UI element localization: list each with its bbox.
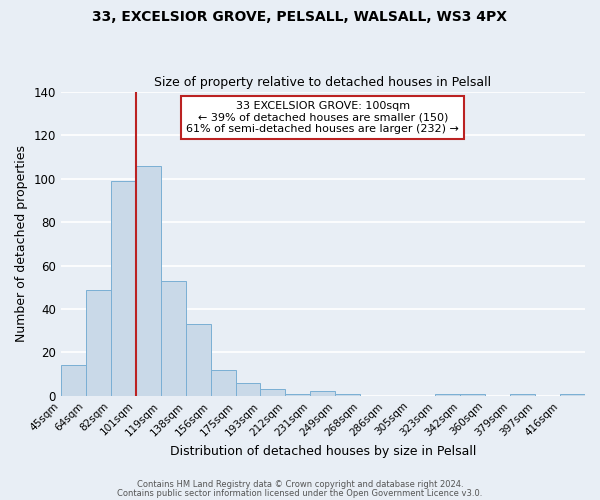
- Bar: [435, 394, 460, 396]
- Bar: [236, 383, 260, 396]
- Bar: [310, 392, 335, 396]
- Bar: [510, 394, 535, 396]
- Bar: [335, 394, 361, 396]
- Title: Size of property relative to detached houses in Pelsall: Size of property relative to detached ho…: [154, 76, 491, 90]
- Text: 33 EXCELSIOR GROVE: 100sqm
← 39% of detached houses are smaller (150)
61% of sem: 33 EXCELSIOR GROVE: 100sqm ← 39% of deta…: [187, 101, 460, 134]
- Bar: [61, 366, 86, 396]
- Bar: [185, 324, 211, 396]
- Bar: [86, 290, 111, 396]
- Bar: [460, 394, 485, 396]
- Bar: [111, 181, 136, 396]
- X-axis label: Distribution of detached houses by size in Pelsall: Distribution of detached houses by size …: [170, 444, 476, 458]
- Bar: [161, 281, 185, 396]
- Bar: [560, 394, 585, 396]
- Bar: [136, 166, 161, 396]
- Text: 33, EXCELSIOR GROVE, PELSALL, WALSALL, WS3 4PX: 33, EXCELSIOR GROVE, PELSALL, WALSALL, W…: [92, 10, 508, 24]
- Bar: [211, 370, 236, 396]
- Text: Contains public sector information licensed under the Open Government Licence v3: Contains public sector information licen…: [118, 489, 482, 498]
- Bar: [260, 390, 286, 396]
- Text: Contains HM Land Registry data © Crown copyright and database right 2024.: Contains HM Land Registry data © Crown c…: [137, 480, 463, 489]
- Y-axis label: Number of detached properties: Number of detached properties: [15, 146, 28, 342]
- Bar: [286, 394, 310, 396]
